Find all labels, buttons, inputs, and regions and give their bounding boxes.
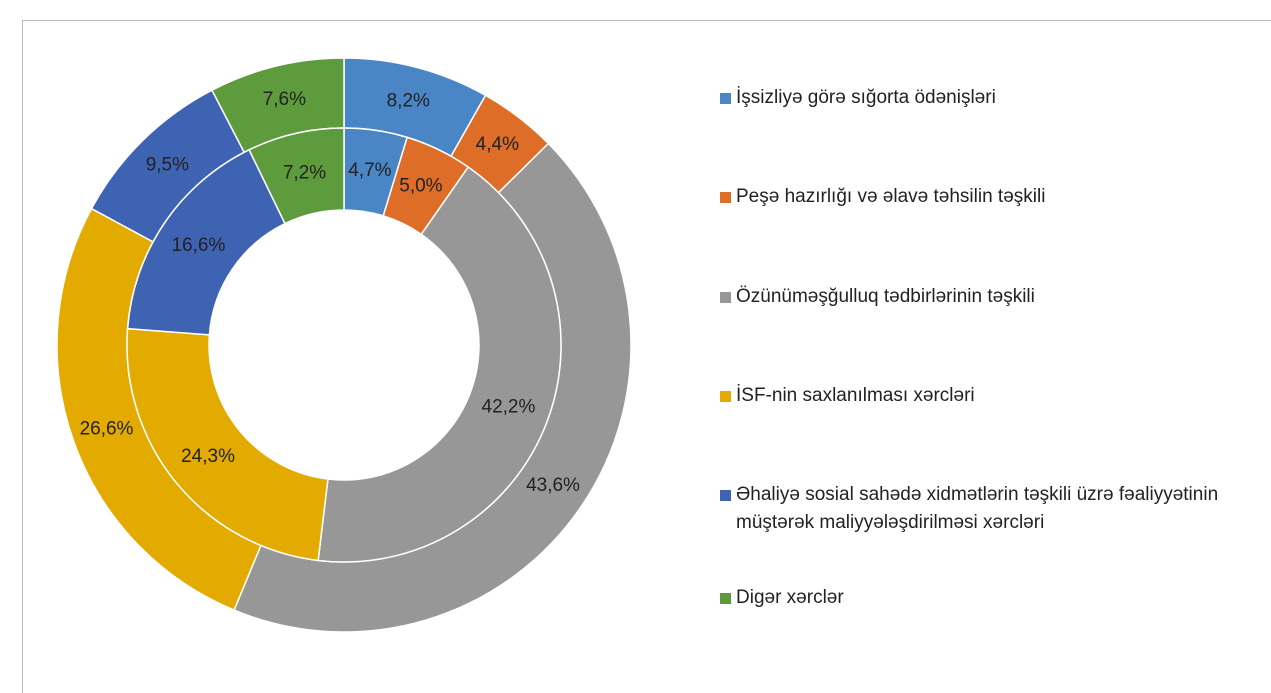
legend-swatch [720, 490, 731, 501]
data-label: 7,6% [263, 89, 306, 110]
legend-label: İşsizliyə görə sığorta ödənişləri [736, 87, 996, 108]
legend-item: İSF-nin saxlanılması xərcləri [720, 382, 1260, 410]
legend-label: Peşə hazırlığı və əlavə təhsilin təşkili [736, 186, 1046, 207]
legend-item: Peşə hazırlığı və əlavə təhsilin təşkili [720, 183, 1260, 211]
data-label: 8,2% [387, 90, 430, 111]
data-label: 9,5% [146, 154, 189, 175]
data-label: 4,7% [348, 160, 391, 181]
legend-label: Özünüməşğulluq tədbirlərinin təşkili [736, 286, 1035, 307]
chart-border [22, 20, 1271, 693]
legend-swatch [720, 391, 731, 402]
data-label: 26,6% [80, 418, 134, 439]
legend-item: İşsizliyə görə sığorta ödənişləri [720, 84, 1260, 112]
data-label: 43,6% [526, 475, 580, 496]
legend-swatch [720, 192, 731, 203]
doughnut-segment [248, 127, 345, 225]
data-label: 5,0% [399, 176, 442, 197]
doughnut-segment [126, 327, 329, 562]
legend-item: Digər xərclər [720, 584, 1260, 612]
legend-swatch [720, 593, 731, 604]
legend-swatch [720, 292, 731, 303]
legend-label: İSF-nin saxlanılması xərcləri [736, 385, 975, 406]
data-label: 16,6% [171, 235, 225, 256]
data-label: 42,2% [482, 397, 536, 418]
legend-label: Əhaliyə sosial sahədə xidmətlərin təşkil… [736, 484, 1219, 533]
data-label: 4,4% [476, 134, 519, 155]
doughnut-segment [317, 166, 562, 563]
data-label: 7,2% [283, 162, 326, 183]
legend-swatch [720, 93, 731, 104]
legend-label: Digər xərclər [736, 587, 844, 608]
legend-item: Özünüməşğulluq tədbirlərinin təşkili [720, 283, 1260, 311]
legend-item: Əhaliyə sosial sahədə xidmətlərin təşkil… [720, 481, 1260, 537]
data-label: 24,3% [181, 446, 235, 467]
